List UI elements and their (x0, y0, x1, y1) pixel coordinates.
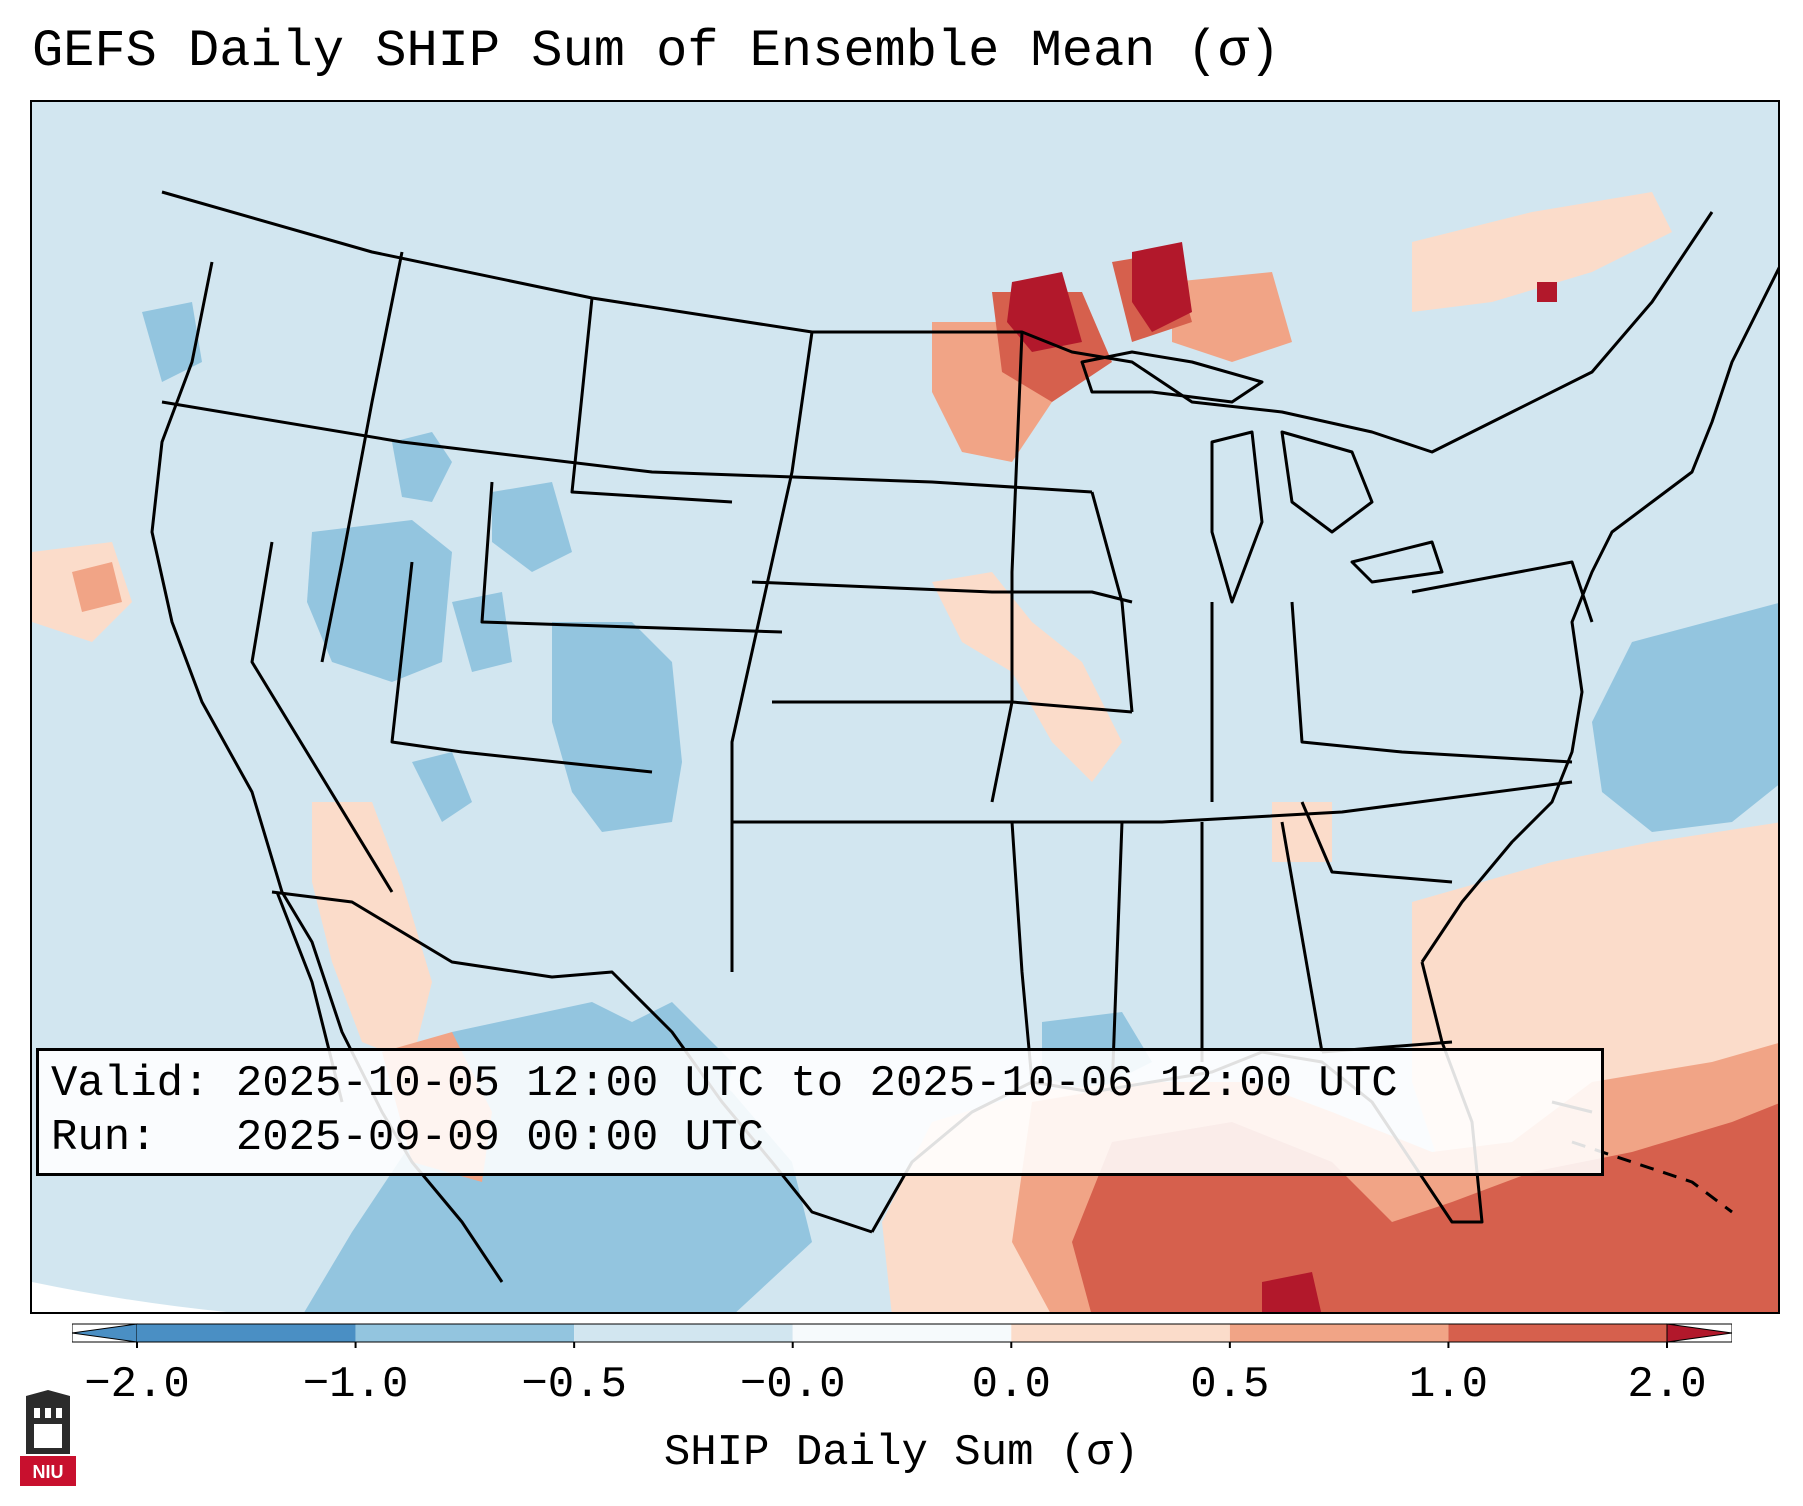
colorbar-segment (137, 1324, 356, 1342)
us-mexico-border (271, 890, 873, 1234)
valid-value: 2025-10-05 12:00 UTC to 2025-10-06 12:00… (235, 1059, 1398, 1109)
colorbar-outline (72, 1323, 1732, 1343)
colorbar-segment (1229, 1324, 1449, 1342)
state-line-dakotas-west (730, 331, 814, 972)
state-line-arkansas-louisiana (1010, 821, 1034, 1083)
anomaly-mississippi-valley (932, 572, 1122, 782)
lake-huron (1280, 430, 1374, 534)
run-label: Run: (51, 1113, 157, 1163)
state-line-georgia (1280, 821, 1324, 1053)
state-line-oklahoma-tennessee (732, 780, 1573, 824)
colorbar-extend-max (1666, 1323, 1732, 1343)
anomaly-peak-caribbean (1262, 1272, 1322, 1312)
us-canada-border (161, 190, 1714, 454)
colorbar-tick-label: −2.0 (84, 1360, 190, 1410)
logo-window-3 (56, 1408, 62, 1418)
state-line-montana (570, 297, 733, 504)
state-line-carolinas (1300, 801, 1453, 884)
anomaly-utah (452, 592, 512, 672)
lake-superior (1080, 350, 1264, 404)
logo-window-2 (45, 1408, 51, 1418)
anomaly-pacific-nw (142, 302, 202, 382)
logo-text: NIU (33, 1462, 64, 1482)
state-line-idaho-oregon (320, 251, 404, 663)
colorbar-tick-label: −0.0 (739, 1360, 846, 1410)
colorbar (72, 1323, 1732, 1348)
colorbar-extend-min (72, 1323, 138, 1343)
state-line-pennsylvania (1411, 560, 1594, 623)
colorbar-tick-label: 0.5 (1190, 1360, 1270, 1410)
colorbar-tick-label: 0.0 (971, 1360, 1051, 1410)
east-coastline (1420, 266, 1778, 963)
state-line-utah (390, 561, 653, 774)
anomaly-pacific-cell (72, 562, 122, 612)
logo-window-1 (34, 1408, 40, 1418)
lake-michigan (1210, 430, 1264, 604)
logo-door (34, 1424, 62, 1448)
state-line-minnesota (990, 331, 1024, 803)
valid-row: Valid: 2025-10-05 12:00 UTC to 2025-10-0… (51, 1057, 1589, 1111)
validity-info-box: Valid: 2025-10-05 12:00 UTC to 2025-10-0… (36, 1048, 1604, 1176)
state-line-ohio-virginia (1290, 601, 1573, 764)
anomaly-arizona (412, 752, 472, 822)
colorbar-tick-label: 2.0 (1627, 1360, 1707, 1410)
state-line-north (161, 400, 1093, 494)
anomaly-lake-superior-east (1172, 272, 1292, 362)
state-line-wisconsin-illinois (1090, 491, 1134, 713)
state-line-kansas (772, 700, 1133, 714)
colorbar-segment (355, 1324, 575, 1342)
anomaly-idaho (392, 432, 452, 502)
colorbar-segment (574, 1324, 793, 1342)
anomaly-atlantic-east (1592, 603, 1778, 832)
logo-roof (26, 1390, 70, 1396)
state-line-nebraska (751, 580, 1133, 604)
anomaly-wyoming (492, 482, 572, 572)
colorbar-segment (1011, 1324, 1230, 1342)
colorbar-tick-label: 1.0 (1408, 1360, 1489, 1410)
anomaly-colorado (552, 622, 682, 832)
state-line-nevada (250, 541, 394, 893)
colorbar-segments (72, 1323, 1732, 1348)
colorbar-segment (1448, 1324, 1667, 1342)
run-row: Run: 2025-09-09 00:00 UTC (51, 1111, 1589, 1165)
anomaly-peak-superior (1132, 242, 1192, 332)
run-value: 2025-09-09 00:00 UTC (235, 1113, 764, 1163)
out-of-domain-area (32, 1282, 227, 1312)
lake-erie (1350, 540, 1444, 584)
anomaly-quebec (1412, 192, 1672, 312)
colorbar-segment (792, 1324, 1012, 1342)
state-line-wyoming-colorado (480, 481, 783, 634)
anomaly-baja-coast (312, 802, 432, 1062)
anomaly-peak-quebec (1537, 282, 1557, 302)
valid-label: Valid: (51, 1059, 210, 1109)
niu-logo: NIU (20, 1390, 76, 1486)
colorbar-tick-label: −0.5 (521, 1360, 627, 1410)
state-line-mississippi (1110, 821, 1124, 1093)
chart-title: GEFS Daily SHIP Sum of Ensemble Mean (σ) (32, 22, 1281, 81)
colorbar-tick-label: −1.0 (302, 1360, 409, 1410)
logo-banner (20, 1456, 76, 1486)
colorbar-label: SHIP Daily Sum (σ) (663, 1428, 1140, 1478)
